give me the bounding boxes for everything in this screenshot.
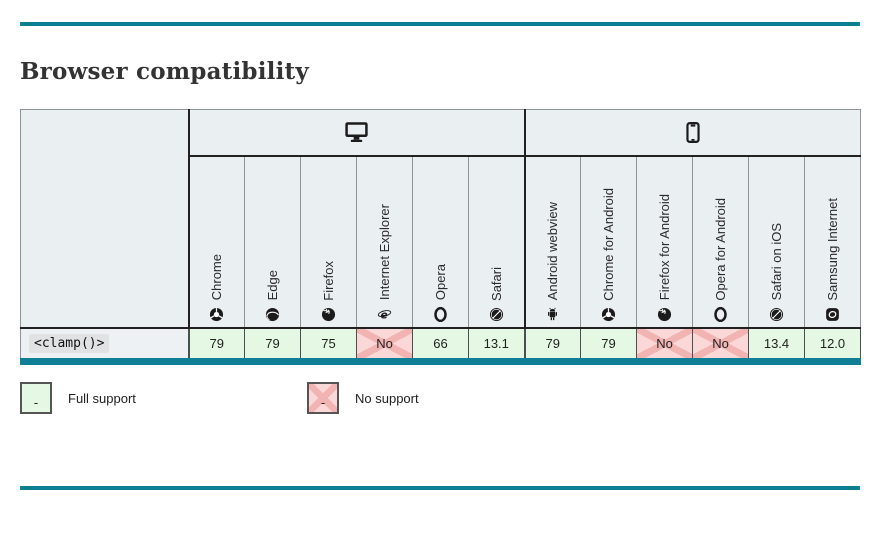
- support-cell-safari[interactable]: 13.1: [468, 326, 525, 365]
- browser-label: Chrome: [209, 254, 225, 301]
- browser-label: Chrome for Android: [601, 187, 616, 301]
- column-header-safari: Safari: [468, 155, 525, 329]
- svg-text:e: e: [380, 308, 387, 321]
- desktop-icon: [190, 122, 524, 143]
- support-cell-opera-android[interactable]: No: [692, 326, 749, 365]
- legend: - Full support - No support: [20, 382, 880, 414]
- mobile-platform-header: [523, 109, 861, 157]
- support-cell-opera[interactable]: 66: [412, 326, 469, 365]
- browser-label: Firefox for Android: [657, 194, 672, 301]
- bottom-divider: [20, 486, 860, 490]
- legend-label: No support: [355, 390, 419, 406]
- browser-label: Opera: [433, 264, 448, 301]
- column-header-opera-android: Opera for Android: [692, 155, 749, 329]
- legend-label: Full support: [68, 390, 136, 406]
- mobile-icon: [526, 121, 861, 143]
- browser-label: Samsung Internet: [825, 197, 840, 301]
- internet-explorer-icon: e: [377, 307, 392, 322]
- browser-label: Android webview: [545, 202, 561, 301]
- legend-item-full-support: - Full support: [20, 382, 307, 414]
- support-cell-android-webview[interactable]: 79: [523, 326, 581, 365]
- opera-icon: [433, 306, 448, 322]
- page-title: Browser compatibility: [20, 58, 309, 85]
- browser-label: Opera for Android: [713, 197, 728, 301]
- column-header-safari-ios: Safari on iOS: [748, 155, 805, 329]
- table-corner-cell: [20, 109, 190, 329]
- browser-label: Safari: [488, 266, 504, 301]
- legend-item-no-support: - No support: [307, 382, 419, 414]
- feature-row-header: <clamp()>: [20, 326, 189, 365]
- full-support-swatch: -: [20, 382, 52, 414]
- column-header-chrome-android: Chrome for Android: [580, 155, 637, 329]
- support-cell-firefox[interactable]: 75: [300, 326, 357, 365]
- column-header-internet-explorer: Internet Explorer e: [356, 155, 413, 329]
- chrome-icon: [601, 307, 616, 322]
- support-cell-chrome-android[interactable]: 79: [580, 326, 637, 365]
- desktop-platform-header: [187, 109, 525, 157]
- firefox-icon: [657, 307, 672, 322]
- browser-label: Firefox: [321, 260, 336, 301]
- feature-code: <clamp()>: [29, 334, 110, 354]
- chrome-icon: [209, 307, 224, 322]
- opera-icon: [713, 306, 728, 322]
- support-cell-chrome[interactable]: 79: [187, 326, 245, 365]
- edge-icon: [265, 307, 280, 322]
- safari-icon: [489, 307, 504, 322]
- support-cell-firefox-android[interactable]: No: [636, 326, 693, 365]
- support-cell-edge[interactable]: 79: [244, 326, 301, 365]
- support-cell-samsung-internet[interactable]: 12.0: [804, 326, 861, 365]
- column-header-samsung-internet: Samsung Internet: [804, 155, 861, 329]
- android-icon: [545, 307, 560, 322]
- browser-label: Edge: [265, 270, 280, 301]
- samsung-internet-icon: [825, 307, 840, 322]
- column-header-chrome: Chrome: [187, 155, 245, 329]
- browser-label: Safari on iOS: [769, 223, 784, 301]
- top-divider: [20, 22, 860, 26]
- column-header-android-webview: Android webview: [523, 155, 581, 329]
- safari-icon: [769, 307, 784, 322]
- column-header-firefox: Firefox: [300, 155, 357, 329]
- firefox-icon: [321, 307, 336, 322]
- column-header-opera: Opera: [412, 155, 469, 329]
- column-header-firefox-android: Firefox for Android: [636, 155, 693, 329]
- browser-label: Internet Explorer: [377, 204, 392, 301]
- compat-table: Chrome Edge Firefox: [20, 109, 861, 365]
- support-cell-safari-ios[interactable]: 13.4: [748, 326, 805, 365]
- no-support-swatch: -: [307, 382, 339, 414]
- column-header-edge: Edge: [244, 155, 301, 329]
- support-cell-internet-explorer[interactable]: No: [356, 326, 413, 365]
